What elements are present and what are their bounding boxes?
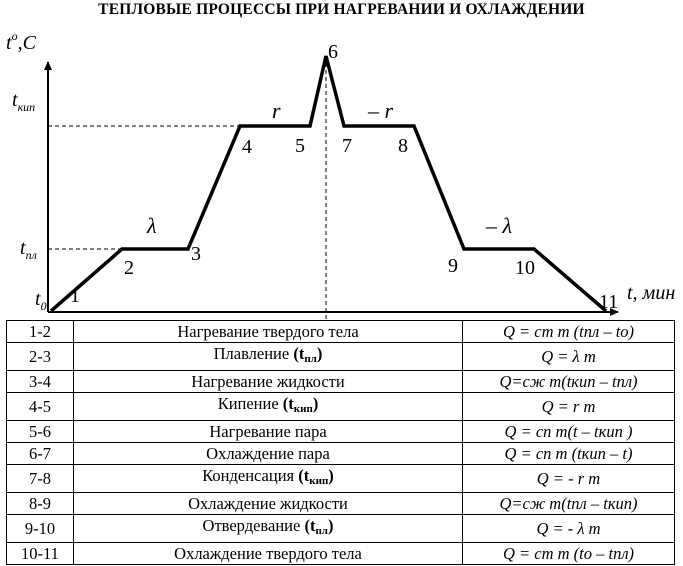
table-row: 1-2 Нагревание твердого тела Q = cт m (tпл… — [6, 320, 675, 343]
process-name-cell: Охлаждение пара — [73, 442, 463, 465]
point-4: 4 — [242, 136, 252, 158]
process-temperature: (tпл) — [300, 516, 334, 537]
process-range: 9-10 — [6, 514, 74, 543]
process-name: Отвердевание — [202, 516, 301, 535]
point-3: 3 — [191, 243, 201, 265]
segment-lambda-label: λ — [147, 213, 157, 238]
process-name-cell: Плавление (tпл) — [73, 342, 463, 371]
point-2: 2 — [124, 257, 134, 279]
process-table: 1-2 Нагревание твердого тела Q = cт m (tпл… — [6, 320, 675, 565]
point-11: 11 — [599, 291, 619, 313]
process-formula: Q = - r m — [462, 464, 675, 493]
segment-minus-r-label: – r — [368, 98, 394, 123]
point-10: 10 — [515, 257, 535, 279]
process-name-cell: Нагревание жидкости — [73, 370, 463, 393]
process-name-cell: Охлаждение жидкости — [73, 492, 463, 515]
process-formula: Q = cп m (tкип – t) — [462, 442, 675, 465]
point-5: 5 — [295, 135, 305, 157]
process-name-cell: Кипение (tкип) — [73, 392, 463, 421]
table-row: 7-8 Конденсация (tкип) Q = - r m — [6, 464, 675, 493]
table-row: 6-7 Охлаждение пара Q = cп m (tкип – t) — [6, 442, 675, 465]
process-name: Охлаждение жидкости — [188, 494, 348, 513]
page-title: ТЕПЛОВЫЕ ПРОЦЕССЫ ПРИ НАГРЕВАНИИ И ОХЛАЖ… — [98, 1, 585, 18]
process-name: Охлаждение пара — [206, 444, 330, 463]
process-formula: Q = λ m — [462, 342, 675, 371]
point-7: 7 — [342, 135, 352, 157]
process-formula: Q = r m — [462, 392, 675, 421]
point-1: 1 — [70, 285, 80, 307]
process-range: 8-9 — [6, 492, 74, 515]
process-name-cell: Конденсация (tкип) — [73, 464, 463, 493]
process-range: 5-6 — [6, 420, 74, 443]
table-row: 4-5 Кипение (tкип) Q = r m — [6, 392, 675, 421]
process-temperature: (tкип) — [294, 466, 334, 487]
t0-label: t0 — [35, 288, 47, 313]
table-row: 2-3 Плавление (tпл) Q = λ m — [6, 342, 675, 371]
process-name: Нагревание твердого тела — [177, 322, 359, 341]
temperature-time-diagram — [44, 55, 619, 322]
table-row: 9-10 Отвердевание (tпл) Q = - λ m — [6, 514, 675, 543]
process-name-cell: Нагревание твердого тела — [73, 320, 463, 343]
point-8: 8 — [398, 135, 408, 157]
table-row: 3-4 Нагревание жидкости Q=cж m(tкип – tпл) — [6, 370, 675, 393]
process-name-cell: Нагревание пара — [73, 420, 463, 443]
process-range: 1-2 — [6, 320, 74, 343]
process-name: Нагревание жидкости — [191, 372, 345, 391]
process-formula: Q = cт m (to – tпл) — [462, 542, 675, 565]
point-9: 9 — [448, 255, 458, 277]
t-kip-label: tкип — [12, 89, 36, 114]
process-temperature: (tпл) — [289, 344, 323, 365]
process-formula: Q=cж m(tпл – tкип) — [462, 492, 675, 515]
process-name: Охлаждение твердого тела — [174, 544, 362, 563]
table-row: 5-6 Нагревание пара Q = cп m(t – tкип ) — [6, 420, 675, 443]
segment-r-label: r — [272, 98, 281, 123]
process-range: 4-5 — [6, 392, 74, 421]
process-name: Нагревание пара — [209, 422, 327, 441]
process-formula: Q = - λ m — [462, 514, 675, 543]
process-formula: Q = cт m (tпл – to) — [462, 320, 675, 343]
process-name: Плавление — [213, 344, 290, 363]
y-axis-label: to,C — [6, 29, 36, 54]
t-pl-label: tпл — [20, 237, 37, 262]
process-range: 2-3 — [6, 342, 74, 371]
process-range: 7-8 — [6, 464, 74, 493]
segment-minus-lambda-label: – λ — [486, 213, 513, 238]
process-range: 6-7 — [6, 442, 74, 465]
process-curve — [49, 55, 608, 313]
table-row: 10-11 Охлаждение твердого тела Q = cт m (t… — [6, 542, 675, 565]
table-row: 8-9 Охлаждение жидкости Q=cж m(tпл – tкип) — [6, 492, 675, 515]
process-name-cell: Отвердевание (tпл) — [73, 514, 463, 543]
x-axis-label: t, мин — [627, 282, 676, 304]
process-name: Кипение — [217, 394, 279, 413]
point-6: 6 — [328, 41, 338, 63]
process-formula: Q = cп m(t – tкип ) — [462, 420, 675, 443]
process-range: 3-4 — [6, 370, 74, 393]
process-formula: Q=cж m(tкип – tпл) — [462, 370, 675, 393]
process-range: 10-11 — [6, 542, 74, 565]
process-temperature: (tкип) — [278, 394, 319, 415]
process-name: Конденсация — [202, 466, 295, 485]
process-name-cell: Охлаждение твердого тела — [73, 542, 463, 565]
